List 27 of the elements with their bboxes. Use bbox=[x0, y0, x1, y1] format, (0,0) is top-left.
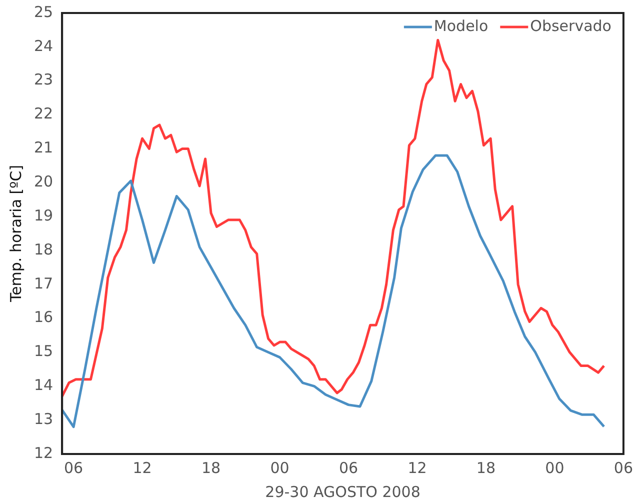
legend-label: Modelo bbox=[434, 16, 488, 35]
y-tick-label: 13 bbox=[34, 410, 54, 428]
y-tick-label: 15 bbox=[34, 342, 54, 360]
y-tick-label: 14 bbox=[34, 376, 54, 394]
x-tick-label: 18 bbox=[201, 458, 221, 477]
y-tick-label: 21 bbox=[34, 138, 54, 157]
x-tick-label: 06 bbox=[64, 458, 84, 477]
y-tick-label: 24 bbox=[34, 36, 54, 55]
y-tick-label: 25 bbox=[34, 2, 54, 21]
x-tick-label: 00 bbox=[545, 458, 564, 477]
x-tick-label: 12 bbox=[408, 458, 427, 477]
y-tick-label: 12 bbox=[34, 444, 54, 462]
y-tick-label: 18 bbox=[34, 240, 54, 258]
y-tick-label: 23 bbox=[34, 70, 54, 89]
x-tick-label: 12 bbox=[132, 458, 152, 477]
y-tick-label: 17 bbox=[34, 274, 54, 292]
x-tick-label: 06 bbox=[614, 458, 634, 477]
y-tick-label: 20 bbox=[34, 172, 54, 191]
legend-label: Observado bbox=[530, 16, 612, 35]
y-tick-label: 19 bbox=[34, 206, 54, 224]
y-tick-label: 22 bbox=[34, 104, 54, 123]
y-axis-title: Temp. horaria [ºC] bbox=[6, 164, 25, 304]
x-tick-label: 18 bbox=[476, 458, 496, 477]
y-tick-label: 16 bbox=[34, 308, 54, 326]
x-axis-title: 29-30 AGOSTO 2008 bbox=[265, 482, 420, 501]
x-tick-label: 06 bbox=[338, 458, 358, 477]
x-tick-label: 00 bbox=[270, 458, 290, 477]
